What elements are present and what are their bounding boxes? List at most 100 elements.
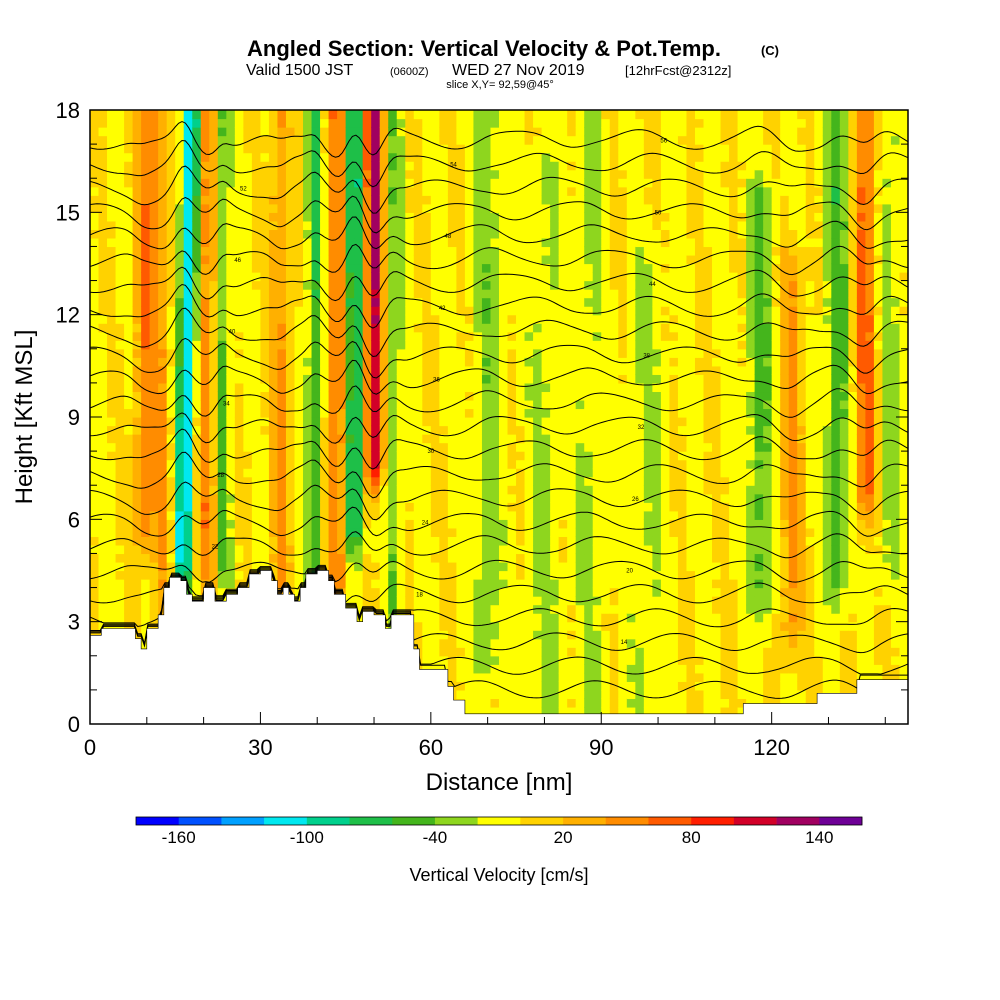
velocity-cell [464,664,475,674]
velocity-cell [618,425,628,435]
velocity-cell [609,382,619,393]
velocity-cell [609,195,619,205]
velocity-cell [209,357,219,367]
velocity-cell [575,203,585,213]
velocity-cell [507,263,517,273]
velocity-cell [447,664,457,674]
velocity-cell [516,254,526,265]
velocity-cell [499,664,509,674]
velocity-cell [473,391,483,401]
velocity-cell [200,272,210,282]
velocity-cell [456,152,466,162]
velocity-cell [643,579,653,589]
velocity-cell [285,289,296,299]
velocity-cell [107,391,117,401]
velocity-cell [388,544,398,555]
valid-line: Valid 1500 JST (0600Z) WED 27 Nov 2019 [… [246,62,731,79]
velocity-cell [643,647,653,657]
velocity-cell [558,314,568,324]
velocity-cell [541,127,551,137]
velocity-cell [277,553,287,563]
velocity-cell [285,178,296,188]
velocity-cell [464,254,475,265]
velocity-cell [251,493,262,503]
velocity-cell [601,237,611,248]
velocity-cell [669,579,679,589]
velocity-cell [507,672,517,682]
velocity-cell [192,212,202,222]
velocity-cell [481,272,492,282]
velocity-cell [149,161,159,171]
velocity-cell [260,229,270,239]
velocity-cell [209,468,219,478]
velocity-cell [277,118,287,128]
velocity-cell [98,314,108,324]
velocity-cell [251,331,262,341]
velocity-cell [98,263,108,273]
velocity-cell [507,169,517,179]
velocity-cell [396,493,406,503]
velocity-cell [183,502,193,512]
velocity-cell [166,399,176,410]
velocity-cell [303,425,313,435]
velocity-cell [226,195,236,205]
velocity-cell [481,417,492,427]
velocity-cell [124,161,134,171]
velocity-cell [175,510,185,520]
velocity-cell [669,220,679,230]
velocity-cell [516,664,526,674]
velocity-cell [499,169,509,179]
velocity-cell [234,229,244,239]
velocity-cell [516,561,526,572]
velocity-cell [328,485,338,495]
velocity-cell [635,502,645,512]
velocity-cell [226,374,236,384]
velocity-cell [405,476,415,486]
velocity-cell [149,203,159,213]
velocity-cell [473,451,483,461]
velocity-cell [388,127,398,137]
velocity-cell [277,544,287,555]
velocity-cell [124,297,134,307]
velocity-cell [158,442,168,452]
velocity-cell [132,178,142,188]
velocity-cell [422,289,432,299]
velocity-cell [396,417,406,427]
velocity-cell [464,237,475,248]
velocity-cell [575,391,585,401]
velocity-field [90,110,908,724]
velocity-cell [473,459,483,469]
velocity-cell [107,527,117,537]
velocity-cell [447,254,457,265]
velocity-cell [524,280,534,290]
velocity-cell [345,127,355,137]
velocity-cell [268,246,279,256]
velocity-cell [669,118,679,128]
velocity-cell [626,391,636,401]
velocity-cell [217,553,227,563]
velocity-cell [379,280,389,290]
velocity-cell [226,314,236,324]
velocity-cell [413,280,423,290]
velocity-cell [575,638,585,648]
velocity-cell [362,408,372,418]
velocity-cell [533,647,543,657]
velocity-cell [413,536,423,546]
velocity-cell [439,289,449,299]
velocity-cell [490,638,500,648]
velocity-cell [558,519,568,529]
velocity-cell [499,647,509,657]
velocity-cell [141,263,151,273]
velocity-cell [268,237,279,248]
velocity-cell [550,382,560,393]
velocity-cell [354,485,364,495]
velocity-cell [413,630,423,640]
velocity-cell [473,348,483,358]
velocity-cell [490,391,500,401]
velocity-cell [303,553,313,563]
velocity-cell [115,297,125,307]
velocity-cell [609,459,619,469]
velocity-cell [149,254,159,265]
velocity-cell [601,135,611,145]
velocity-cell [635,220,645,230]
